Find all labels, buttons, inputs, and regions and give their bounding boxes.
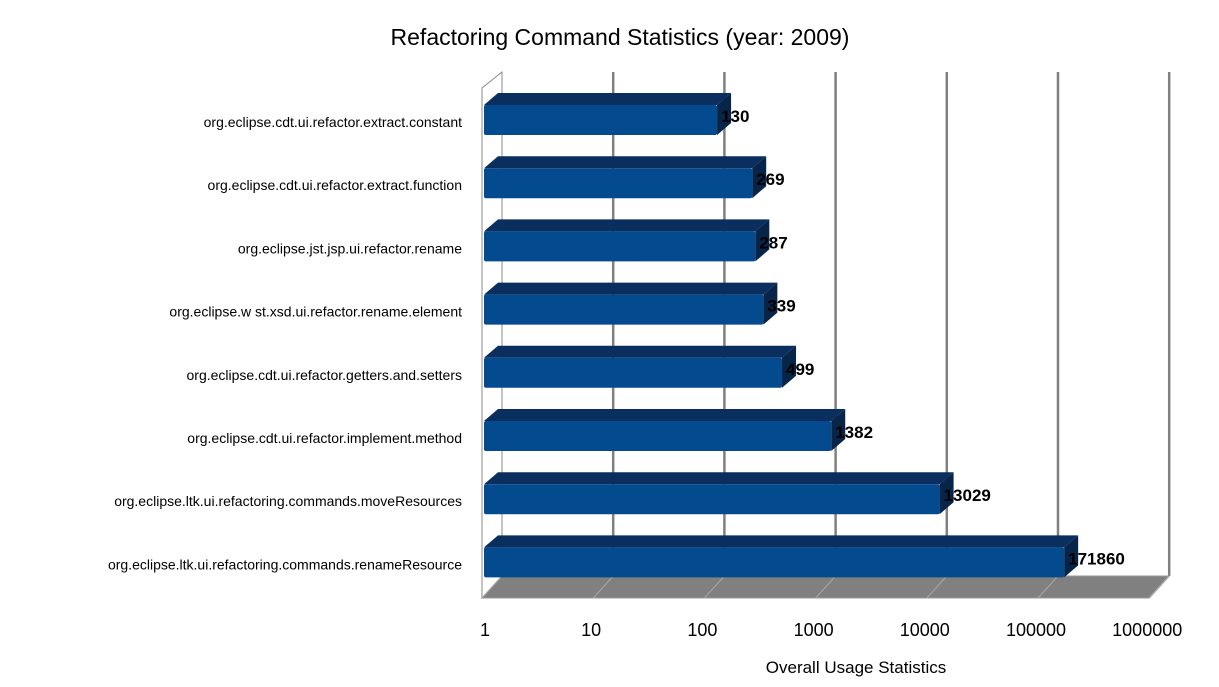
- floor-gridline: [704, 575, 725, 599]
- floor-gridline: [1037, 575, 1059, 599]
- bars: 130 269 287 339 499 1382 13029 171860: [484, 93, 1125, 578]
- bar-side: [752, 156, 767, 199]
- x-tick-label: 1000: [794, 620, 834, 640]
- data-label: 1382: [835, 423, 873, 442]
- floor-gridline: [926, 575, 948, 599]
- x-tick-label: 10000: [900, 620, 950, 640]
- bar-side: [763, 282, 778, 325]
- x-tick-label: 10: [581, 620, 601, 640]
- data-label: 287: [759, 233, 787, 252]
- data-label: 269: [756, 170, 784, 189]
- category-label: org.eclipse.w st.xsd.ui.refactor.rename.…: [169, 304, 462, 320]
- x-axis-title: Overall Usage Statistics: [766, 658, 946, 677]
- floor-gridline: [592, 575, 614, 599]
- data-label: 499: [786, 360, 814, 379]
- chart-walls: [480, 70, 1171, 600]
- bar: [484, 231, 756, 262]
- left-wall: [481, 70, 503, 600]
- x-tick-label: 100: [687, 620, 717, 640]
- bar-side: [831, 409, 846, 451]
- data-label: 13029: [944, 486, 991, 505]
- bar: [484, 294, 764, 325]
- bar-top: [484, 345, 797, 358]
- bar-side: [755, 219, 770, 262]
- bar-top: [484, 472, 954, 485]
- floor-edge: [1148, 575, 1170, 599]
- x-tick-label: 1: [480, 620, 490, 640]
- data-label: 130: [721, 107, 749, 126]
- category-label: org.eclipse.ltk.ui.refactoring.commands.…: [108, 556, 462, 572]
- bar-top: [484, 156, 767, 169]
- x-tick-label: 100000: [1006, 620, 1066, 640]
- category-labels: org.eclipse.cdt.ui.refactor.extract.cons…: [108, 114, 462, 572]
- bar-top: [484, 535, 1079, 548]
- bar-side: [939, 472, 954, 515]
- category-label: org.eclipse.ltk.ui.refactoring.commands.…: [114, 493, 462, 509]
- bar: [484, 484, 940, 515]
- chart-title: Refactoring Command Statistics (year: 20…: [391, 24, 850, 50]
- floor-gridline: [481, 575, 503, 599]
- floor-gridline: [815, 575, 836, 599]
- bar: [484, 421, 832, 451]
- bar-side: [1064, 535, 1079, 578]
- data-label: 171860: [1068, 549, 1125, 568]
- bar-top: [484, 219, 770, 232]
- bar: [484, 357, 783, 388]
- bar-side: [782, 345, 797, 388]
- category-label: org.eclipse.cdt.ui.refactor.getters.and.…: [187, 367, 462, 383]
- x-tick-label: 1000000: [1112, 620, 1182, 640]
- bar-top: [484, 93, 732, 105]
- bar: [484, 168, 753, 199]
- data-label: 339: [767, 297, 795, 316]
- bar-side: [717, 93, 732, 135]
- bar: [484, 105, 718, 135]
- category-label: org.eclipse.cdt.ui.refactor.implement.me…: [187, 430, 462, 446]
- category-label: org.eclipse.cdt.ui.refactor.extract.cons…: [204, 114, 462, 130]
- x-tick-labels: 1 10 100 1000 10000 100000 1000000: [480, 620, 1182, 640]
- bar-top: [484, 282, 778, 295]
- bar: [484, 547, 1065, 578]
- category-label: org.eclipse.jst.jsp.ui.refactor.rename: [238, 240, 462, 256]
- category-label: org.eclipse.cdt.ui.refactor.extract.func…: [208, 177, 462, 193]
- bar-top: [484, 409, 846, 421]
